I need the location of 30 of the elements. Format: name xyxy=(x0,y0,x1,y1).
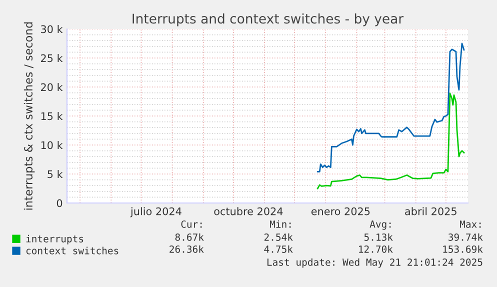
chart-title: Interrupts and context switches - by year xyxy=(132,13,404,26)
text: 39.74k xyxy=(448,233,483,241)
x-tick-label: julio 2024 xyxy=(130,207,182,218)
text: Cur: xyxy=(181,220,202,228)
text: 12.70k xyxy=(359,245,393,253)
y-tick-label: 5 k xyxy=(48,170,63,178)
y-tick-label: 15 k xyxy=(41,112,63,120)
y-tick-label: 25 k xyxy=(41,54,63,62)
text: 2.54k xyxy=(264,233,293,241)
text: Max: xyxy=(460,220,481,228)
legend-label: interrupts xyxy=(26,234,84,244)
x-tick-label: enero 2025 xyxy=(311,207,370,216)
y-axis-title: interrupts & ctx switches / second xyxy=(24,22,35,210)
text: Avg: xyxy=(370,220,391,230)
text: 8.67k xyxy=(175,233,204,241)
y-tick-label: 10 k xyxy=(41,141,63,150)
text: Last update: Wed May 21 21:01:24 2025 xyxy=(267,258,482,268)
x-tick-label: abril 2025 xyxy=(405,207,456,216)
text: 5.13k xyxy=(364,233,393,241)
text: Min: xyxy=(270,220,291,228)
text: 153.69k xyxy=(443,245,483,253)
text: 26.36k xyxy=(170,245,204,253)
text: 4.75k xyxy=(264,245,293,253)
y-tick-label: 20 k xyxy=(41,83,63,92)
line-series xyxy=(316,42,465,172)
legend-label: context switches xyxy=(26,246,118,254)
x-tick-label: octubre 2024 xyxy=(214,207,283,216)
line-series xyxy=(316,92,465,190)
y-tick-label: 0 xyxy=(56,199,62,208)
y-tick-label: 30 k xyxy=(41,25,63,34)
